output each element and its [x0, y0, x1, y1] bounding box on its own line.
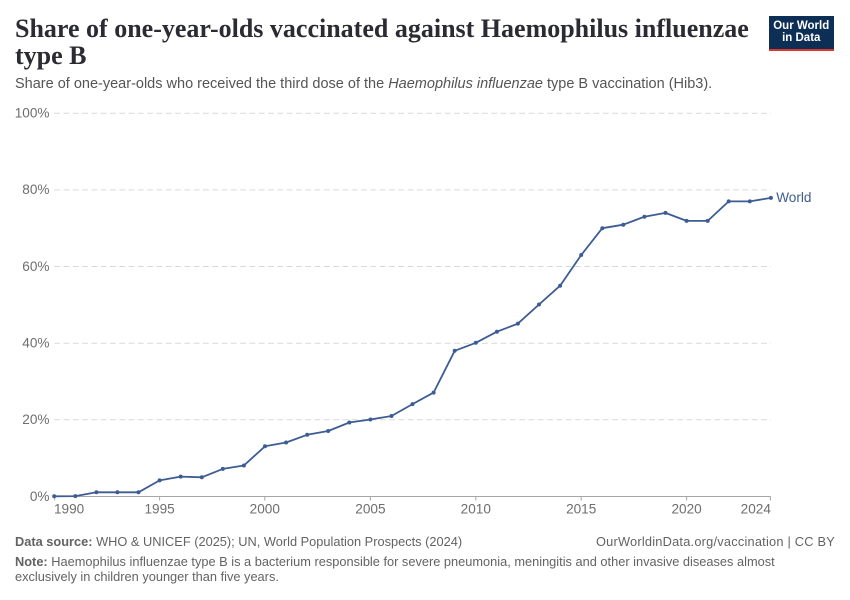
svg-text:World: World	[776, 190, 811, 205]
svg-text:20%: 20%	[22, 412, 49, 427]
svg-text:0%: 0%	[30, 489, 50, 504]
svg-text:100%: 100%	[15, 106, 50, 121]
svg-text:40%: 40%	[22, 336, 49, 351]
svg-text:2000: 2000	[250, 502, 281, 517]
svg-text:1995: 1995	[144, 502, 174, 517]
svg-text:1990: 1990	[54, 502, 85, 517]
svg-text:2020: 2020	[671, 502, 702, 517]
svg-text:60%: 60%	[22, 259, 49, 274]
svg-text:2015: 2015	[566, 502, 596, 517]
svg-text:2024: 2024	[741, 502, 772, 517]
svg-text:2005: 2005	[355, 502, 385, 517]
svg-text:2010: 2010	[461, 502, 492, 517]
svg-text:80%: 80%	[22, 182, 49, 197]
